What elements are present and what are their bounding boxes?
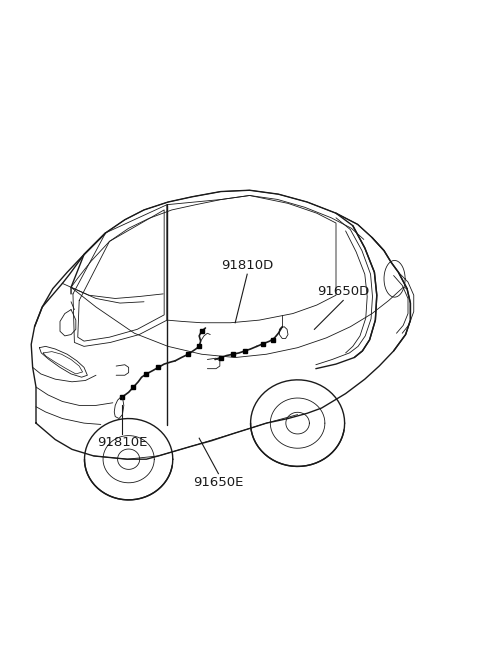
Text: 91810D: 91810D — [221, 259, 273, 272]
Text: 91650D: 91650D — [317, 285, 369, 298]
Text: 91810E: 91810E — [97, 436, 147, 449]
Text: 91650E: 91650E — [193, 476, 243, 489]
